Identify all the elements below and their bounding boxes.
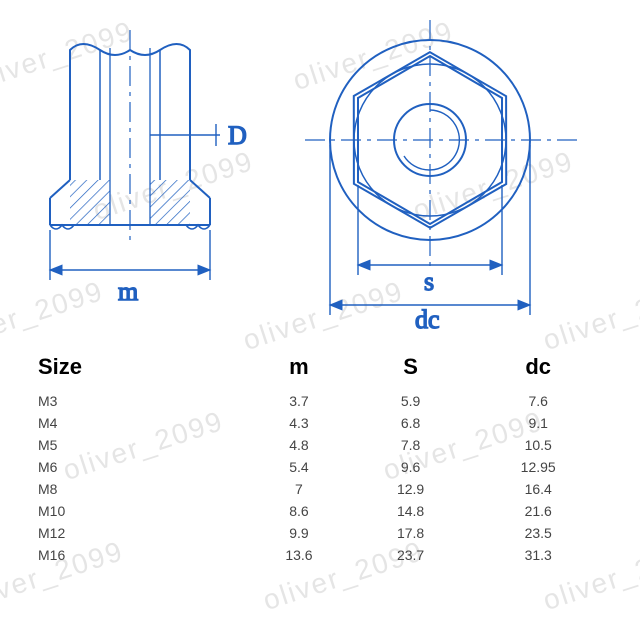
- table-row: M108.614.821.6: [30, 500, 610, 522]
- table-cell: M6: [30, 456, 243, 478]
- table-row: M8712.916.4: [30, 478, 610, 500]
- col-m: m: [243, 350, 355, 390]
- table-cell: 7.6: [466, 390, 610, 412]
- table-cell: 23.7: [355, 544, 467, 566]
- label-m: m: [118, 277, 138, 306]
- table-cell: 9.6: [355, 456, 467, 478]
- col-size: Size: [30, 350, 243, 390]
- table-cell: 14.8: [355, 500, 467, 522]
- table-cell: 16.4: [466, 478, 610, 500]
- table-cell: 10.5: [466, 434, 610, 456]
- col-s: S: [355, 350, 467, 390]
- label-D: D: [228, 121, 247, 150]
- col-dc: dc: [466, 350, 610, 390]
- table-cell: 23.5: [466, 522, 610, 544]
- table-cell: 4.3: [243, 412, 355, 434]
- dimensions-table: Size m S dc M33.75.97.6M44.36.89.1M54.87…: [30, 350, 610, 566]
- table-row: M54.87.810.5: [30, 434, 610, 456]
- table-cell: 17.8: [355, 522, 467, 544]
- table-cell: M3: [30, 390, 243, 412]
- table-cell: 9.9: [243, 522, 355, 544]
- table-cell: 7: [243, 478, 355, 500]
- table-cell: M10: [30, 500, 243, 522]
- table-cell: 3.7: [243, 390, 355, 412]
- table-row: M129.917.823.5: [30, 522, 610, 544]
- table-cell: 4.8: [243, 434, 355, 456]
- side-view: [50, 30, 210, 245]
- table-cell: 5.4: [243, 456, 355, 478]
- table-cell: 8.6: [243, 500, 355, 522]
- table-header-row: Size m S dc: [30, 350, 610, 390]
- table-cell: 31.3: [466, 544, 610, 566]
- label-dc: dc: [415, 305, 440, 330]
- dimension-D: D: [150, 121, 247, 150]
- table-cell: 7.8: [355, 434, 467, 456]
- table-cell: 6.8: [355, 412, 467, 434]
- table-cell: M4: [30, 412, 243, 434]
- table-cell: 21.6: [466, 500, 610, 522]
- dimension-m: m: [50, 230, 210, 306]
- table-cell: 12.95: [466, 456, 610, 478]
- table-row: M65.49.612.95: [30, 456, 610, 478]
- label-s: s: [424, 267, 434, 296]
- table-cell: 5.9: [355, 390, 467, 412]
- table-row: M1613.623.731.3: [30, 544, 610, 566]
- table-cell: 9.1: [466, 412, 610, 434]
- table-cell: 12.9: [355, 478, 467, 500]
- table-row: M44.36.89.1: [30, 412, 610, 434]
- table-cell: M16: [30, 544, 243, 566]
- top-view: [305, 20, 580, 270]
- table-cell: M8: [30, 478, 243, 500]
- table-row: M33.75.97.6: [30, 390, 610, 412]
- table-cell: M12: [30, 522, 243, 544]
- flange-nut-diagram: D m s dc: [20, 20, 620, 330]
- table-cell: 13.6: [243, 544, 355, 566]
- table-cell: M5: [30, 434, 243, 456]
